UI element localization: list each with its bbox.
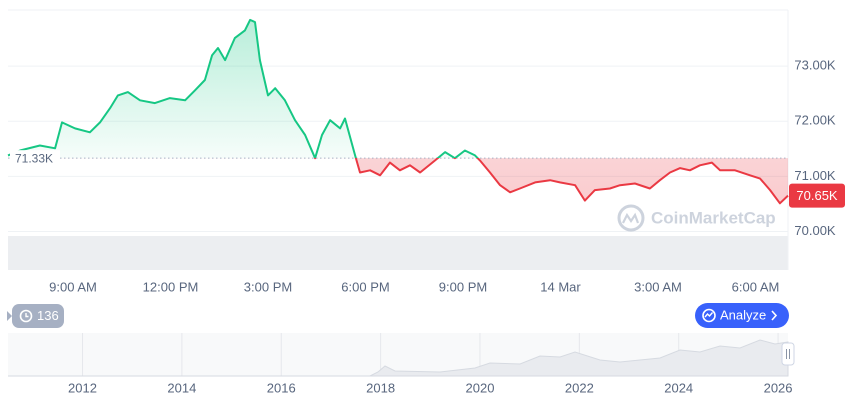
baseline-label: 71.33K <box>15 151 53 165</box>
x-tick-label: 3:00 PM <box>244 279 292 294</box>
navigator-year-label: 2016 <box>267 380 296 395</box>
x-tick-label: 14 Mar <box>540 279 581 294</box>
clock-icon <box>19 309 33 323</box>
analyze-button[interactable]: Analyze <box>695 303 789 328</box>
navigator-handle[interactable] <box>781 342 795 366</box>
badge-count: 136 <box>37 308 59 323</box>
navigator-year-label: 2022 <box>565 380 594 395</box>
watermark: CoinMarketCap <box>617 204 776 232</box>
x-tick-label: 3:00 AM <box>634 279 682 294</box>
price-line <box>7 18 789 205</box>
watermark-text: CoinMarketCap <box>651 208 776 227</box>
last-price-label: 70.65K <box>796 188 838 203</box>
x-tick-label: 12:00 PM <box>143 279 199 294</box>
navigator-year-label: 2026 <box>764 380 793 395</box>
analyze-text[interactable]: Analyze <box>720 307 766 322</box>
clock-hands <box>25 313 29 318</box>
y-tick-label: 73.00K <box>794 58 836 73</box>
navigator <box>8 333 795 377</box>
y-tick-label: 70.00K <box>794 223 836 238</box>
navigator-year-label: 2024 <box>664 380 693 395</box>
volume-area <box>8 236 788 270</box>
analyze-chevron <box>771 310 778 321</box>
price-area <box>8 19 788 204</box>
last-price-tag <box>789 183 845 208</box>
navigator-year-label: 2018 <box>366 380 395 395</box>
x-tick-label: 9:00 AM <box>49 279 97 294</box>
history-badge[interactable]: 136 <box>7 304 64 328</box>
y-tick-label: 72.00K <box>794 113 836 128</box>
analyze-icon-line <box>704 312 714 318</box>
x-tick-label: 9:00 PM <box>439 279 487 294</box>
navigator-year-label: 2012 <box>68 380 97 395</box>
navigator-year-label: 2014 <box>167 380 196 395</box>
y-tick-label: 71.00K <box>794 168 836 183</box>
x-tick-label: 6:00 PM <box>341 279 389 294</box>
navigator-year-label: 2020 <box>466 380 495 395</box>
navigator-area <box>8 339 789 377</box>
analyze-icon <box>702 308 716 323</box>
x-tick-label: 6:00 AM <box>732 279 780 294</box>
analyze-bg[interactable] <box>695 303 789 328</box>
baseline-label-bg <box>10 150 60 167</box>
badge-arrow <box>7 311 12 321</box>
